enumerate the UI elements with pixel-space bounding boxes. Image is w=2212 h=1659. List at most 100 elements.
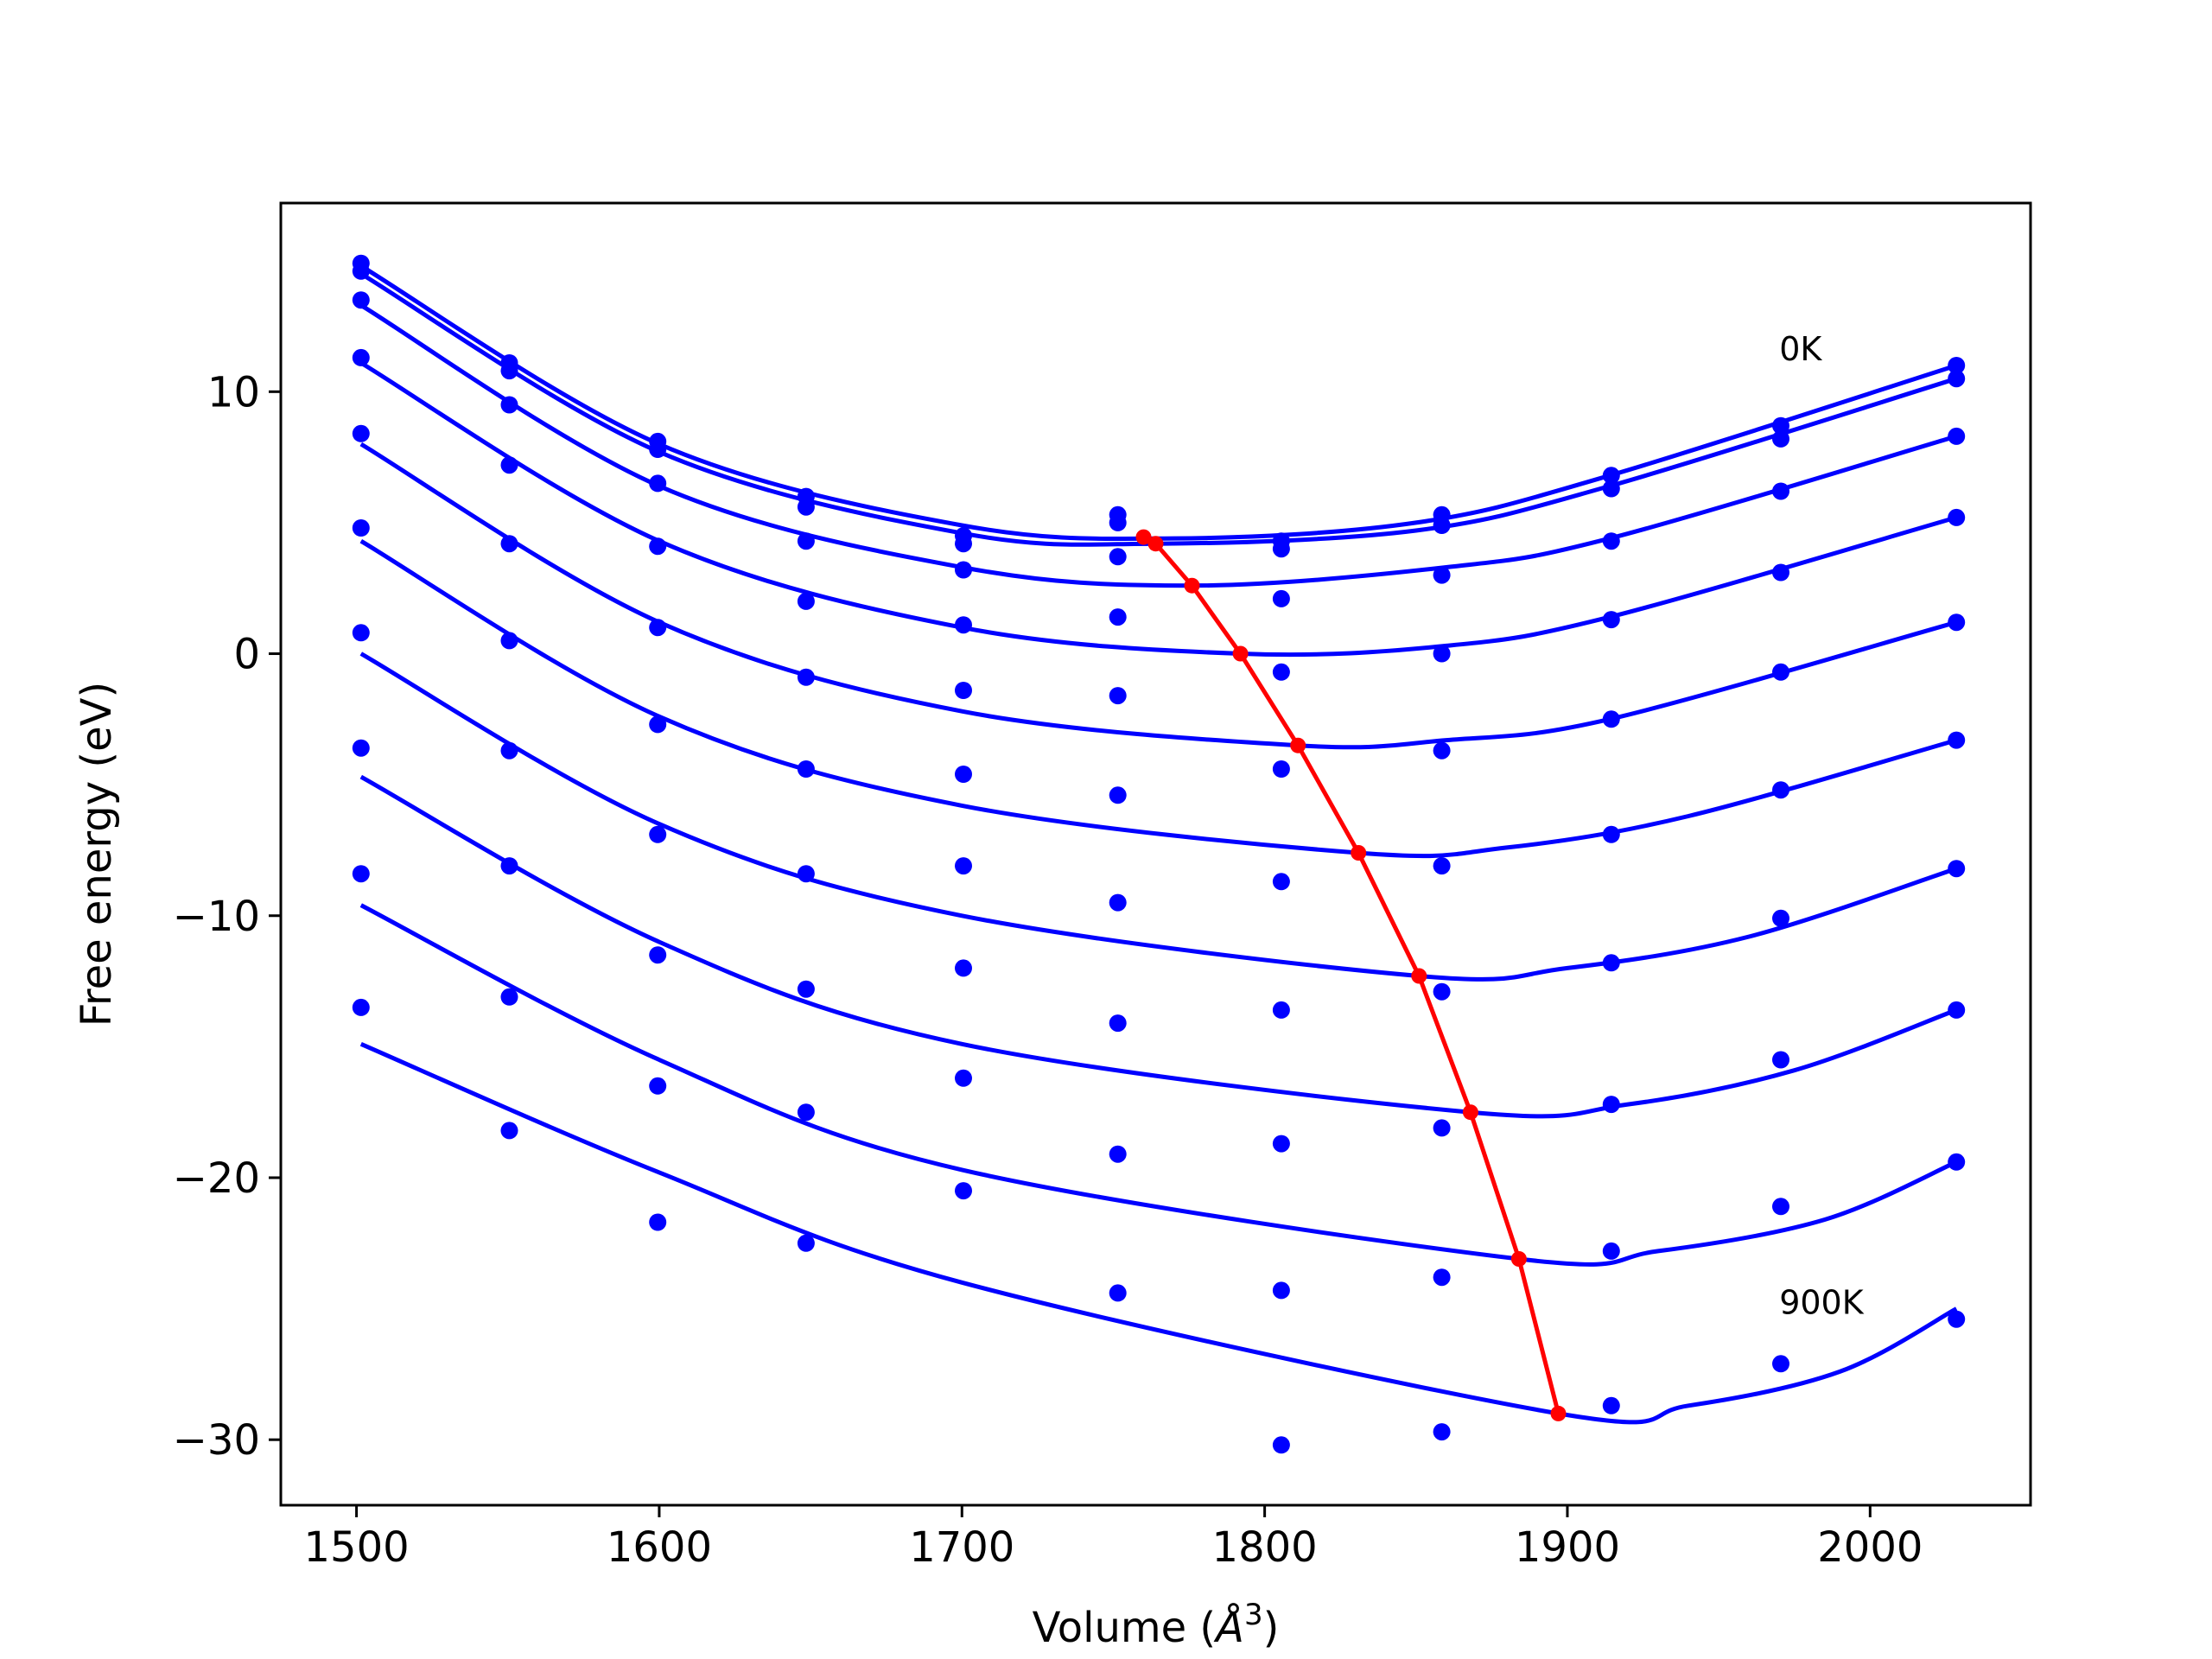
data-point bbox=[1772, 429, 1789, 448]
fit-curve-9 bbox=[359, 1042, 1958, 1425]
minimum-point bbox=[1351, 845, 1367, 861]
data-point bbox=[1272, 589, 1290, 607]
y-axis-ticks: 10 0 −10 −20 −30 bbox=[173, 368, 281, 1465]
fit-curve-2 bbox=[359, 303, 1957, 588]
data-point bbox=[500, 857, 518, 875]
data-point bbox=[1109, 513, 1127, 531]
minimum-point bbox=[1135, 529, 1152, 545]
fit-curve-6 bbox=[359, 652, 1957, 982]
fit-curve-0 bbox=[359, 264, 1957, 542]
data-point bbox=[500, 396, 518, 414]
data-point bbox=[1272, 1281, 1290, 1300]
data-point bbox=[797, 498, 815, 516]
data-point bbox=[1602, 467, 1620, 485]
data-point bbox=[1948, 508, 1966, 526]
minimum-point bbox=[1462, 1104, 1478, 1121]
data-point bbox=[1772, 909, 1789, 927]
y-tick-label: −30 bbox=[173, 1416, 260, 1465]
data-point bbox=[1948, 357, 1966, 374]
minimum-point bbox=[1147, 536, 1164, 552]
data-point bbox=[955, 535, 972, 553]
y-axis-label: Free energy (eV) bbox=[73, 682, 121, 1027]
minimum-point bbox=[1290, 737, 1306, 753]
data-point bbox=[1948, 860, 1966, 878]
data-point bbox=[1602, 1396, 1620, 1414]
data-point bbox=[955, 766, 972, 783]
data-point bbox=[797, 1103, 815, 1122]
data-point bbox=[649, 474, 667, 493]
data-point bbox=[1433, 1423, 1451, 1441]
data-point bbox=[352, 624, 370, 642]
curve-annotation: 900K bbox=[1779, 1284, 1865, 1322]
x-tick-label: 1700 bbox=[909, 1523, 1014, 1572]
data-point bbox=[1602, 710, 1620, 728]
data-point bbox=[500, 535, 518, 553]
data-point bbox=[649, 441, 667, 458]
minimum-point bbox=[1550, 1405, 1567, 1421]
data-point bbox=[955, 1069, 972, 1087]
data-point bbox=[1433, 517, 1451, 534]
data-point bbox=[1772, 1198, 1789, 1216]
data-point bbox=[955, 682, 972, 699]
data-point bbox=[797, 592, 815, 610]
y-tick-label: −20 bbox=[173, 1154, 260, 1203]
data-point bbox=[1272, 540, 1290, 558]
data-point bbox=[352, 739, 370, 757]
x-axis-label-unit: Å bbox=[1213, 1603, 1244, 1652]
data-point bbox=[1433, 982, 1451, 1001]
data-point bbox=[500, 362, 518, 380]
data-point bbox=[500, 1122, 518, 1140]
data-point bbox=[1272, 663, 1290, 681]
data-point bbox=[1602, 954, 1620, 972]
minimum-line bbox=[1142, 535, 1560, 1414]
data-point bbox=[352, 262, 370, 280]
data-point bbox=[797, 760, 815, 778]
data-point bbox=[1109, 1145, 1127, 1163]
minimum-point bbox=[1232, 645, 1249, 662]
data-point bbox=[797, 865, 815, 883]
data-point bbox=[352, 519, 370, 537]
data-point bbox=[649, 946, 667, 964]
data-point bbox=[797, 1234, 815, 1252]
data-point bbox=[1772, 663, 1789, 681]
data-point bbox=[500, 741, 518, 760]
data-point bbox=[1272, 1001, 1290, 1019]
data-point bbox=[1948, 1153, 1966, 1171]
x-axis-label-text: Volume ( bbox=[1033, 1604, 1217, 1652]
fit-curve-4 bbox=[359, 442, 1957, 750]
data-point bbox=[1602, 825, 1620, 843]
x-tick-label: 1500 bbox=[304, 1523, 410, 1572]
x-axis-label: Volume (Å3) bbox=[1033, 1598, 1280, 1652]
data-point bbox=[797, 980, 815, 998]
x-axis-label-power: 3 bbox=[1244, 1598, 1263, 1632]
minimum-point bbox=[1184, 577, 1200, 594]
data-point bbox=[1272, 873, 1290, 891]
fit-curve-7 bbox=[359, 774, 1958, 1119]
minimum-point bbox=[1510, 1251, 1527, 1267]
data-point bbox=[797, 532, 815, 550]
data-point bbox=[1948, 613, 1966, 632]
data-point bbox=[649, 537, 667, 556]
x-axis-ticks: 1500 1600 1700 1800 1900 2000 bbox=[304, 1505, 1923, 1572]
x-axis-label-close: ) bbox=[1263, 1604, 1280, 1652]
minimum-line-group bbox=[1135, 529, 1567, 1421]
data-point bbox=[1433, 1119, 1451, 1137]
data-point bbox=[1602, 480, 1620, 498]
fit-curve-5 bbox=[359, 539, 1957, 859]
data-point bbox=[500, 988, 518, 1006]
data-point bbox=[352, 865, 370, 883]
data-point bbox=[649, 1077, 667, 1095]
x-tick-label: 1800 bbox=[1212, 1523, 1318, 1572]
data-point bbox=[1272, 1436, 1290, 1454]
data-point bbox=[352, 998, 370, 1016]
y-tick-label: 10 bbox=[207, 368, 260, 416]
data-point bbox=[1433, 1268, 1451, 1287]
data-point bbox=[1602, 611, 1620, 629]
data-point bbox=[500, 456, 518, 474]
annotations: 0K 900K bbox=[1779, 330, 1865, 1322]
data-point bbox=[1602, 532, 1620, 550]
plot-frame bbox=[279, 201, 2032, 1507]
data-point bbox=[955, 959, 972, 977]
data-point bbox=[1109, 608, 1127, 626]
data-point bbox=[1433, 566, 1451, 584]
